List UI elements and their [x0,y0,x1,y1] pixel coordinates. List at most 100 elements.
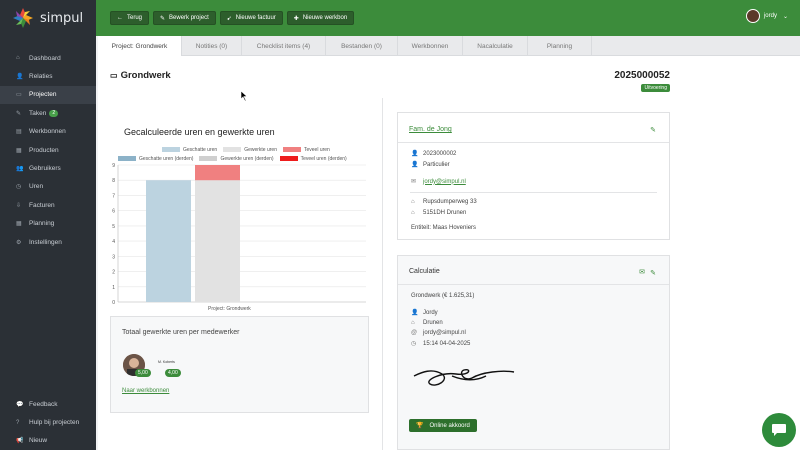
employee-panel-title: Totaal gewerkte uren per medewerker [122,329,240,336]
home-icon: ⌂ [411,199,415,205]
client-name-link[interactable]: Fam. de Jong [409,126,452,133]
user-icon: 👤 [411,162,419,168]
legend-item[interactable]: Gewerkte uren (derden) [199,155,274,162]
back-button[interactable]: ← Terug [110,11,150,25]
project-number: 2025000052 [614,70,670,81]
legend-item[interactable]: Geschatte uren (derden) [118,156,193,162]
client-card: Fam. de Jong ✎ 👤 2023000002 👤 Particulier … [397,112,670,240]
client-type-row: 👤 Particulier [411,161,450,169]
client-type: Particulier [423,161,450,168]
sidebar-item-werkbonnen[interactable]: ▤ Werkbonnen [0,123,96,141]
legend-label: Gewerkte uren (derden) [220,155,274,162]
envelope-icon: ✉ [411,179,417,185]
edit-project-button[interactable]: ✎ Bewerk project [153,11,216,25]
sidebar-item-projecten[interactable]: ▭ Projecten [0,85,96,105]
at-icon: @ [411,330,418,336]
sidebar-nav: ⌂ Dashboard 👤 Relaties ▭ Projecten ✎ Taken 2 ▤ Wer… [0,49,96,251]
logo[interactable]: simpul [0,0,96,36]
x-tick-label: Project: Grondwerk [208,306,251,312]
y-tick-label: 0 [112,300,115,306]
legend-item[interactable]: Gewerkte uren [223,147,277,153]
calc-place: Drunen [423,320,443,326]
client-city-row: ⌂ 5151DH Drunen [411,210,466,216]
sidebar-item-nieuw[interactable]: 📢 Nieuw [0,432,96,450]
user-icon: 👤 [411,151,419,157]
tab-project[interactable]: Project: Grondwerk [98,36,182,56]
tab-notities[interactable]: Notities (0) [182,36,242,56]
user-menu[interactable]: jordy ⌄ [745,9,788,23]
inbox-icon: ▭ [16,92,22,99]
sidebar-item-hulp-bij-projecten[interactable]: ? Hulp bij projecten [0,413,96,431]
envelope-icon[interactable]: ✉ [639,269,645,276]
comment-icon: 💬 [16,401,24,408]
workorders-link[interactable]: Naar werkbonnen [122,388,170,394]
sidebar-item-planning[interactable]: ▦ Planning [0,215,96,233]
sidebar-item-facturen[interactable]: ⇩ Facturen [0,196,96,214]
tab-werkbonnen[interactable]: Werkbonnen [398,36,463,56]
legend-item[interactable]: Teveel uren (derden) [279,155,347,162]
count-badge: 2 [49,109,59,117]
clock-icon: ◷ [16,184,22,191]
legend-item[interactable]: Geschatte uren [162,147,217,153]
sidebar-item-producten[interactable]: ▦ Producten [0,141,96,159]
client-email-row: ✉ jordy@simpul.nl [411,178,466,186]
legend-label: Geschatte uren [183,146,218,153]
sidebar-item-feedback[interactable]: 💬 Feedback [0,395,96,413]
app-name: simpul [40,10,84,26]
legend-label: Teveel uren (derden) [300,155,347,162]
send-icon: ➹ [226,15,232,22]
legend-swatch [279,156,298,161]
edit-project-label: Bewerk project [169,15,209,21]
pencil-icon[interactable]: ✎ [650,270,656,277]
y-tick-label: 2 [112,270,115,276]
divider [398,284,669,285]
client-number-row: 👤 2023000002 [411,150,457,158]
tab-checklist[interactable]: Checklist items (4) [242,36,326,56]
calc-datetime: 15:14 04-04-2025 [423,340,471,347]
bar-gewerkte-uren [195,180,240,302]
employee-name: M. Koberts [158,360,175,364]
client-entity: Entiteit: Maas Hoveniers [411,225,477,231]
chat-icon [772,424,786,436]
sidebar-bottom-nav: 💬 Feedback? Hulp bij projecten 📢 Nieuw [0,395,96,450]
tab-nacalculatie[interactable]: Nacalculatie [463,36,528,56]
legend-swatch [282,147,301,152]
sidebar-item-label: Dashboard [29,54,61,62]
main-content: ▭ Grondwerk 2025000052 Uitvoering Gecalc… [98,56,800,450]
client-city: 5151DH Drunen [423,210,467,216]
client-email-link[interactable]: jordy@simpul.nl [423,178,466,185]
legend-item[interactable]: Teveel uren [282,147,330,153]
sidebar-item-relaties[interactable]: 👤 Relaties [0,67,96,85]
client-number: 2023000002 [423,150,457,157]
page-title-text: Grondwerk [120,70,171,81]
home-icon: ⌂ [411,210,415,216]
topbar: ← Terug ✎ Bewerk project ➹ Nieuwe factuur ✚… [96,0,800,36]
sidebar-item-uren[interactable]: ◷ Uren [0,178,96,196]
users-icon: 👤 [16,74,24,81]
legend-swatch [199,156,218,161]
y-tick-label: 5 [112,224,115,230]
new-invoice-label: Nieuwe factuur [235,15,276,21]
online-akkoord-button[interactable]: 🏆 Online akkoord [409,419,477,432]
help-icon: ? [16,419,20,426]
y-tick-label: 4 [112,239,115,245]
new-workorder-button[interactable]: ✚ Nieuwe werkbon [286,11,355,25]
chat-button[interactable] [762,413,796,447]
clipboard-icon: ▤ [16,129,22,136]
trophy-icon: 🏆 [416,423,424,429]
tab-bestanden[interactable]: Bestanden (0) [326,36,398,56]
sidebar-item-gebruikers[interactable]: 👥 Gebruikers [0,159,96,177]
calendar-icon: ▦ [16,221,22,228]
sidebar-item-dashboard[interactable]: ⌂ Dashboard [0,49,96,67]
pencil-icon[interactable]: ✎ [650,127,656,134]
tab-planning[interactable]: Planning [528,36,592,56]
divider [410,192,657,193]
column-divider [382,98,383,450]
sidebar-item-label: Facturen [29,201,55,209]
sidebar-item-label: Hulp bij projecten [29,419,80,427]
y-tick-label: 6 [112,209,115,215]
sidebar-item-label: Nieuw [29,437,48,445]
sidebar-item-instellingen[interactable]: ⚙ Instellingen [0,233,96,251]
new-invoice-button[interactable]: ➹ Nieuwe factuur [219,11,283,25]
sidebar-item-taken[interactable]: ✎ Taken 2 [0,104,96,122]
